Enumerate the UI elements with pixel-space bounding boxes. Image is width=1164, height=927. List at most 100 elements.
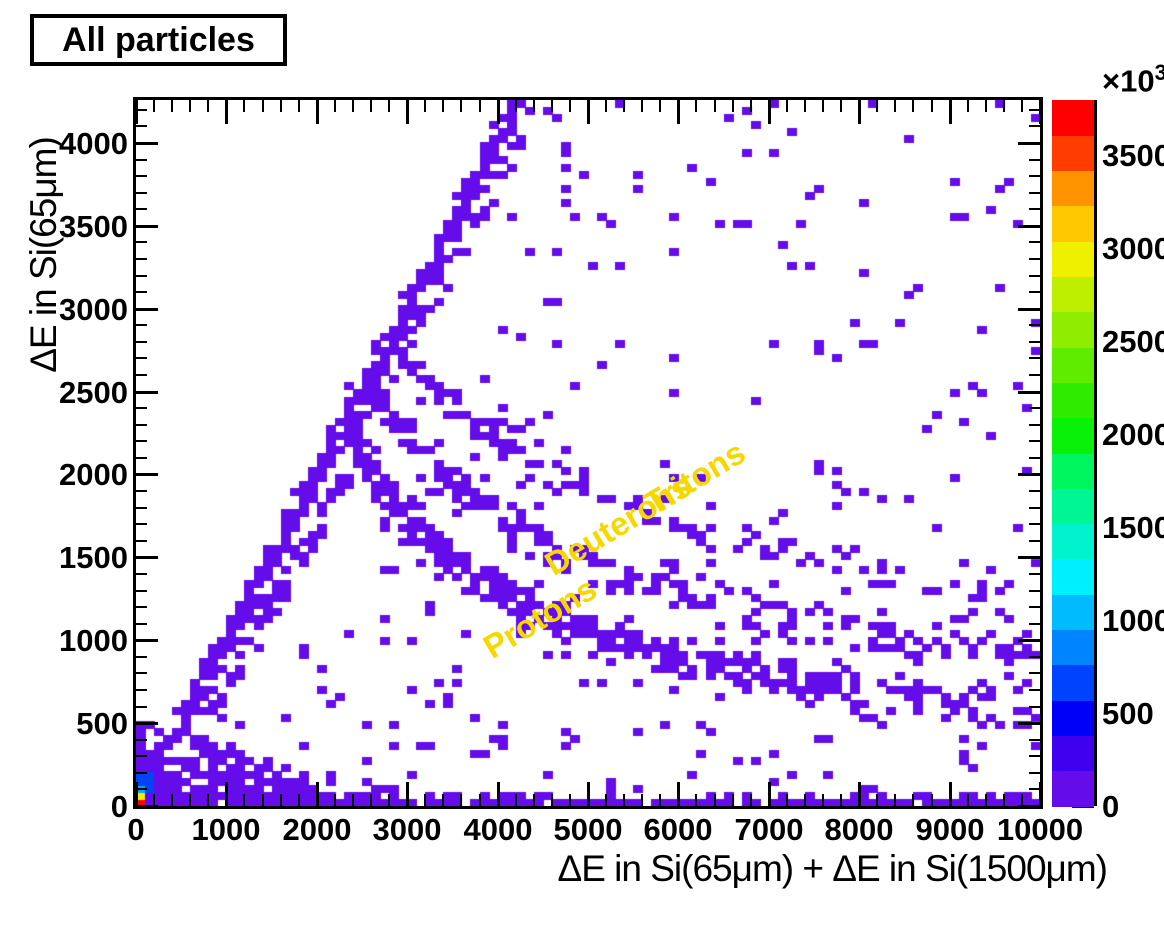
title-box: All particles <box>30 14 287 66</box>
colorbar-multiplier-text: ×10 <box>1102 63 1155 99</box>
y-tick-label: 1000 <box>59 623 128 658</box>
y-minor-tick-mirror <box>1029 241 1040 243</box>
x-minor-tick <box>334 794 336 806</box>
x-major-tick <box>1039 782 1042 806</box>
y-minor-tick <box>136 357 147 359</box>
x-minor-tick-mirror <box>352 100 354 112</box>
y-tick-label: 3000 <box>59 292 128 327</box>
x-tick-label: 5000 <box>553 812 623 847</box>
y-minor-tick <box>136 540 147 542</box>
x-minor-tick <box>370 794 372 806</box>
x-minor-tick <box>515 794 517 806</box>
x-minor-tick <box>189 794 191 806</box>
x-minor-tick-mirror <box>280 100 282 112</box>
y-minor-tick-mirror <box>1029 457 1040 459</box>
y-major-tick-mirror <box>1018 722 1040 725</box>
x-minor-tick <box>894 794 896 806</box>
y-minor-tick-mirror <box>1029 755 1040 757</box>
x-minor-tick-mirror <box>243 100 245 112</box>
colorbar-band-19 <box>1052 100 1094 136</box>
x-minor-tick <box>750 794 752 806</box>
x-minor-tick-mirror <box>605 100 607 112</box>
y-minor-tick-mirror <box>1029 590 1040 592</box>
colorbar-band-13 <box>1052 311 1094 348</box>
y-major-tick <box>136 805 158 808</box>
colorbar-band-14 <box>1052 276 1094 313</box>
y-minor-tick <box>136 241 147 243</box>
colorbar-band-9 <box>1052 453 1094 489</box>
x-minor-tick-mirror <box>424 100 426 112</box>
y-minor-tick <box>136 490 147 492</box>
x-minor-tick-mirror <box>931 100 933 112</box>
x-minor-tick-mirror <box>262 100 264 112</box>
x-minor-tick <box>840 794 842 806</box>
y-minor-tick-mirror <box>1029 208 1040 210</box>
y-minor-tick <box>136 590 147 592</box>
y-tick-label: 3500 <box>59 209 128 244</box>
x-minor-tick-mirror <box>171 100 173 112</box>
x-tick-label: 1000 <box>191 812 261 847</box>
colorbar-axis-line <box>1094 100 1097 806</box>
x-minor-tick-mirror <box>967 100 969 112</box>
x-minor-tick-mirror <box>298 100 300 112</box>
colorbar-band-5 <box>1052 594 1094 631</box>
x-major-tick-mirror <box>949 100 952 124</box>
x-minor-tick-mirror <box>460 100 462 112</box>
y-major-tick-mirror <box>1018 556 1040 559</box>
x-minor-tick <box>442 794 444 806</box>
colorbar-tick-label: 2500 <box>1102 324 1164 359</box>
x-minor-tick <box>623 794 625 806</box>
x-minor-tick-mirror <box>641 100 643 112</box>
x-minor-tick-mirror <box>551 100 553 112</box>
x-tick-label: 4000 <box>463 812 533 847</box>
x-major-tick-mirror <box>497 100 500 124</box>
y-minor-tick <box>136 772 147 774</box>
y-minor-tick <box>136 606 147 608</box>
y-minor-tick <box>136 706 147 708</box>
y-minor-tick-mirror <box>1029 175 1040 177</box>
y-minor-tick-mirror <box>1029 656 1040 658</box>
x-major-tick-mirror <box>677 100 680 124</box>
x-minor-tick-mirror <box>479 100 481 112</box>
colorbar-multiplier: ×103 <box>1102 60 1164 99</box>
x-major-tick <box>949 782 952 806</box>
y-axis-title: ΔE in Si(65μm) <box>23 137 64 373</box>
x-minor-tick <box>659 794 661 806</box>
colorbar-band-3 <box>1052 664 1094 701</box>
x-major-tick <box>587 782 590 806</box>
x-minor-tick <box>822 794 824 806</box>
x-tick-label: 2000 <box>282 812 352 847</box>
y-minor-tick-mirror <box>1029 357 1040 359</box>
x-minor-tick <box>533 794 535 806</box>
y-minor-tick <box>136 523 147 525</box>
x-tick-label: 0 <box>127 812 145 847</box>
colorbar-band-11 <box>1052 382 1094 419</box>
y-minor-tick-mirror <box>1029 440 1040 442</box>
x-minor-tick <box>243 794 245 806</box>
x-minor-tick-mirror <box>822 100 824 112</box>
x-major-tick <box>497 782 500 806</box>
x-minor-tick-mirror <box>153 100 155 112</box>
x-minor-tick-mirror <box>876 100 878 112</box>
colorbar-tick-label: 0 <box>1102 789 1120 824</box>
y-minor-tick <box>136 788 147 790</box>
y-major-tick <box>136 308 158 311</box>
y-tick-label: 2000 <box>59 457 128 492</box>
colorbar-band-16 <box>1052 205 1094 242</box>
x-minor-tick-mirror <box>388 100 390 112</box>
x-tick-label: 8000 <box>824 812 894 847</box>
x-minor-tick <box>605 794 607 806</box>
y-minor-tick-mirror <box>1029 672 1040 674</box>
y-minor-tick <box>136 258 147 260</box>
y-minor-tick-mirror <box>1029 788 1040 790</box>
x-minor-tick-mirror <box>695 100 697 112</box>
y-minor-tick-mirror <box>1029 407 1040 409</box>
y-minor-tick <box>136 192 147 194</box>
x-tick-label: 10000 <box>996 812 1084 847</box>
y-minor-tick <box>136 275 147 277</box>
x-major-tick-mirror <box>225 100 228 124</box>
x-minor-tick <box>298 794 300 806</box>
y-minor-tick <box>136 623 147 625</box>
colorbar-band-0 <box>1052 770 1094 807</box>
